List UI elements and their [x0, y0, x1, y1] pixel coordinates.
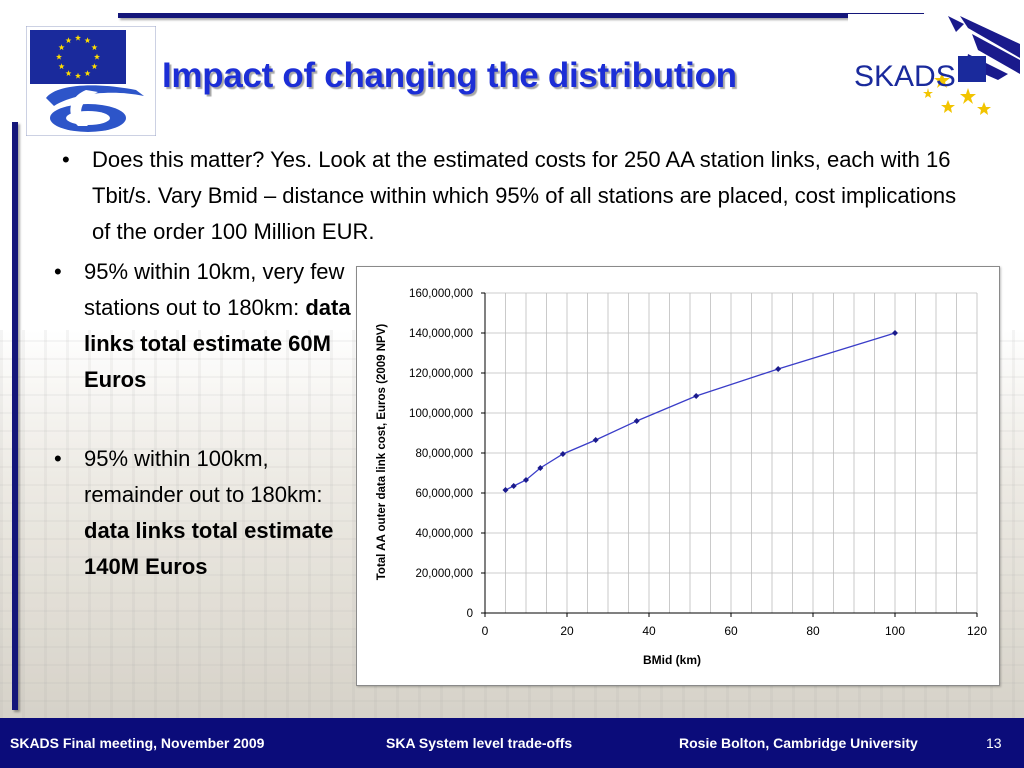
skads-logo-icon: SKADS: [848, 14, 1020, 126]
y-tick-label: 0: [467, 608, 473, 620]
y-tick-label: 140,000,000: [409, 328, 473, 340]
data-point: [892, 330, 898, 336]
series-line: [505, 332, 896, 491]
data-point: [693, 393, 700, 399]
bullet-main: • Does this matter? Yes. Look at the est…: [62, 142, 962, 250]
footer-topic: SKA System level trade-offs: [386, 735, 573, 751]
eu-star: [58, 44, 65, 51]
x-tick-label: 40: [642, 624, 656, 638]
footer-bar: SKADS Final meeting, November 2009 SKA S…: [0, 718, 1024, 768]
footer-author: Rosie Bolton, Cambridge University: [679, 735, 918, 751]
eu-star: [75, 72, 81, 79]
eu-star: [91, 63, 98, 70]
y-tick-label: 60,000,000: [415, 488, 473, 500]
bullet-main-text: Does this matter? Yes. Look at the estim…: [92, 147, 957, 244]
data-point: [510, 483, 517, 489]
bullet-10km-bold: data links total estimate 60M Euros: [84, 295, 351, 392]
eu-star: [84, 37, 91, 44]
eu-star: [65, 70, 72, 76]
y-tick-label: 160,000,000: [409, 288, 473, 300]
y-tick-label: 100,000,000: [409, 408, 473, 420]
left-rule: [12, 122, 18, 710]
x-tick-label: 20: [560, 624, 574, 638]
bullet-glyph: •: [54, 259, 62, 284]
eu-star: [84, 70, 91, 76]
chart-axes: [481, 292, 978, 617]
x-tick-label: 80: [806, 624, 820, 638]
eu-fp6-logo-icon: [26, 26, 156, 136]
chart-grid: [484, 292, 978, 614]
x-tick-label: 100: [885, 624, 905, 638]
data-point: [775, 366, 782, 372]
data-point: [537, 465, 544, 471]
x-tick-label: 120: [967, 624, 987, 638]
x-tick-label: 60: [724, 624, 738, 638]
eu-star: [94, 53, 100, 60]
bullet-100km-bold: data links total estimate 140M Euros: [84, 518, 334, 579]
data-point: [523, 477, 529, 483]
top-rule: [118, 13, 924, 18]
y-tick-label: 20,000,000: [415, 568, 473, 580]
page-number: 13: [986, 735, 1002, 751]
bullet-100km-text: 95% within 100km, remainder out to 180km…: [84, 446, 323, 507]
cost-chart-svg: 0 20,000,000 40,000,000 60,000,000 80,000,00…: [376, 288, 987, 667]
bullet-glyph: •: [54, 446, 62, 471]
chart-series: [502, 330, 898, 493]
x-axis-label: BMid (km): [643, 653, 701, 667]
eu-star: [91, 44, 98, 51]
bullet-100km: • 95% within 100km, remainder out to 180…: [54, 441, 354, 585]
bullet-10km-text: 95% within 10km, very few stations out t…: [84, 259, 345, 320]
bullet-10km: • 95% within 10km, very few stations out…: [54, 254, 354, 398]
page-title: Impact of changing the distribution: [162, 56, 737, 95]
eu-stars: [56, 34, 100, 79]
y-tick-label: 120,000,000: [409, 368, 473, 380]
y-tick-label: 80,000,000: [415, 448, 473, 460]
data-point: [592, 437, 599, 443]
data-point: [559, 451, 566, 457]
skads-logo-text: SKADS: [854, 60, 956, 93]
y-axis-label: Total AA outer data link cost, Euros (20…: [376, 324, 388, 581]
footer-meeting: SKADS Final meeting, November 2009: [10, 735, 265, 751]
cost-chart: 0 20,000,000 40,000,000 60,000,000 80,000,00…: [356, 266, 1000, 686]
x-tick-label: 0: [482, 624, 489, 638]
bullet-glyph: •: [62, 147, 70, 172]
eu-star: [75, 34, 81, 41]
eu-star: [65, 37, 72, 44]
data-point: [502, 487, 509, 493]
eu-star: [58, 63, 65, 70]
y-tick-label: 40,000,000: [415, 528, 473, 540]
eu-star: [56, 53, 62, 60]
chart-tick-labels: 0 20,000,000 40,000,000 60,000,000 80,000,00…: [409, 288, 987, 638]
data-point: [633, 418, 640, 424]
